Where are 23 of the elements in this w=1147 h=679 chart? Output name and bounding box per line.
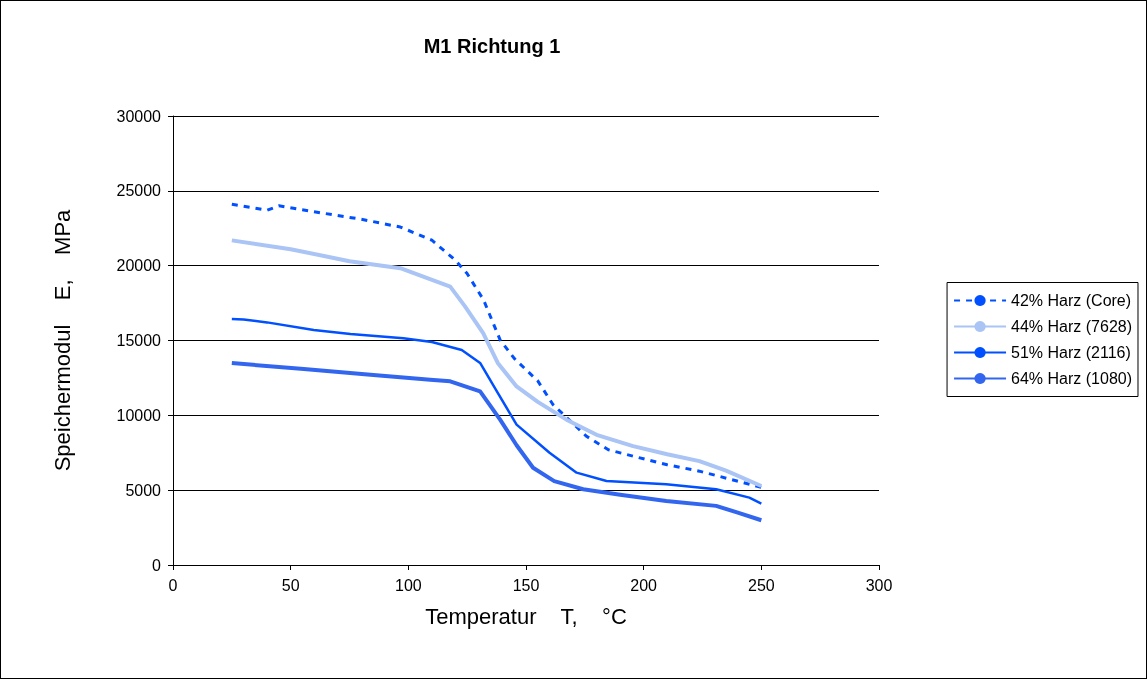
x-tick-label: 0 (168, 576, 178, 594)
y-tick-label: 20000 (116, 257, 162, 275)
legend-label: 64% Harz (1080) (1011, 370, 1133, 387)
legend-label: 42% Harz (Core) (1011, 292, 1132, 309)
y-tick-label: 25000 (116, 182, 162, 200)
x-tick-label: 100 (394, 576, 422, 594)
line-series (230, 317, 763, 505)
line-series (229, 361, 764, 523)
x-tick-label: 250 (747, 576, 775, 594)
y-tick-label: 5000 (125, 481, 162, 499)
x-axis-title: Temperatur T, °C (425, 603, 627, 629)
chart-title: M1 Richtung 1 (423, 35, 561, 57)
y-tick-label: 30000 (116, 107, 162, 125)
y-axis-title: Speichermodul E, MPa (49, 208, 75, 472)
legend-label: 44% Harz (7628) (1011, 318, 1133, 335)
y-tick-label: 0 (152, 556, 162, 574)
x-tick-label: 200 (630, 576, 658, 594)
x-tick-label: 50 (281, 576, 300, 594)
legend-label: 51% Harz (2116) (1011, 344, 1131, 361)
x-tick-label: 150 (512, 576, 540, 594)
y-tick-label: 10000 (116, 406, 162, 424)
x-tick-label: 300 (865, 576, 893, 594)
y-tick-label: 15000 (116, 332, 162, 349)
